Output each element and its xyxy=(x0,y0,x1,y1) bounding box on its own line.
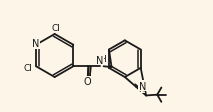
Text: H: H xyxy=(99,55,105,64)
Text: N: N xyxy=(32,39,40,49)
Text: N: N xyxy=(139,81,147,91)
Text: Cl: Cl xyxy=(24,64,33,73)
Text: Cl: Cl xyxy=(51,23,60,32)
Text: H: H xyxy=(138,84,145,93)
Text: N: N xyxy=(96,55,104,65)
Text: O: O xyxy=(84,77,92,87)
